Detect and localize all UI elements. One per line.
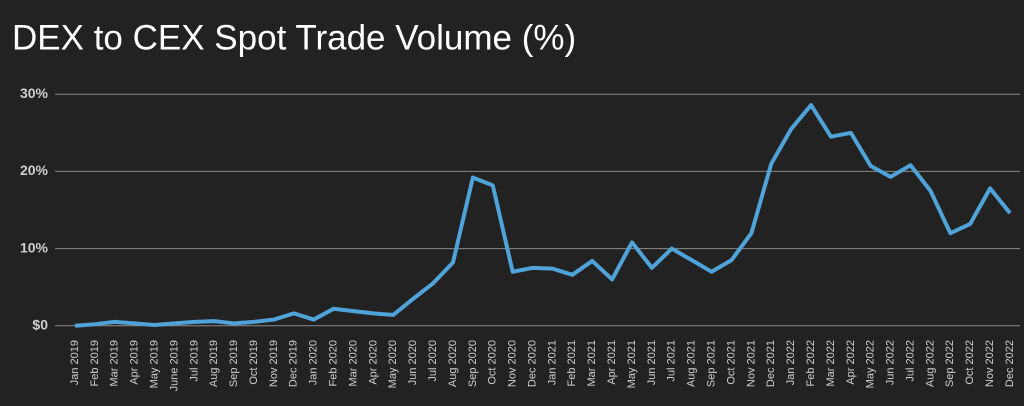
y-tick-label: $0 [32,316,48,332]
x-tick-label: Jan 2022 [785,340,797,385]
x-tick-label: Sep 2020 [467,340,479,387]
x-tick-label: Jun 2022 [885,340,897,385]
x-tick-label: Sep 2019 [228,340,240,387]
x-tick-label: Jul 2020 [427,340,439,382]
x-tick-label: Jan 2021 [546,340,558,385]
x-tick-label: Nov 2021 [745,340,757,387]
x-tick-label: Sep 2021 [706,340,718,387]
x-tick-label: Oct 2019 [248,340,260,385]
x-tick-label: Mar 2020 [347,340,359,386]
x-tick-label: Mar 2022 [825,340,837,386]
x-tick-label: Jun 2021 [646,340,658,385]
x-tick-label: June 2019 [168,340,180,391]
x-tick-label: Feb 2020 [328,340,340,386]
x-tick-label: Nov 2020 [507,340,519,387]
x-tick-label: Apr 2020 [367,340,379,385]
x-tick-label: Jul 2022 [904,340,916,382]
x-tick-label: May 2021 [626,340,638,388]
x-tick-label: Dec 2021 [765,340,777,387]
x-tick-label: Aug 2022 [924,340,936,387]
x-tick-label: Feb 2022 [805,340,817,386]
x-tick-label: Mar 2019 [109,340,121,386]
x-tick-label: Oct 2021 [725,340,737,385]
y-tick-label: 30% [20,85,49,101]
x-tick-label: Jun 2020 [407,340,419,385]
x-tick-label: Apr 2022 [845,340,857,385]
x-tick-label: Dec 2020 [526,340,538,387]
x-tick-label: Feb 2019 [89,340,101,386]
line [74,103,1012,328]
x-tick-label: Nov 2022 [984,340,996,387]
chart-title: DEX to CEX Spot Trade Volume (%) [12,18,576,57]
x-tick-label: Aug 2019 [208,340,220,387]
x-tick-label: Aug 2021 [686,340,698,387]
x-tick-label: Mar 2021 [586,340,598,386]
x-tick-label: Oct 2020 [487,340,499,385]
y-tick-label: 10% [20,239,49,255]
x-tick-label: Jan 2020 [308,340,320,385]
x-tick-label: Feb 2021 [566,340,578,386]
x-tick-label: Jul 2019 [188,340,200,382]
x-tick-label: May 2019 [148,340,160,388]
x-tick-label: Sep 2022 [944,340,956,387]
x-tick-label: Aug 2020 [447,340,459,387]
x-tick-label: Jul 2021 [666,340,678,382]
x-tick-label: Dec 2022 [1004,340,1016,387]
x-tick-label: Oct 2022 [964,340,976,385]
x-tick-label: Nov 2019 [268,340,280,387]
x-tick-label: Apr 2019 [129,340,141,385]
x-tick-label: Apr 2021 [606,340,618,385]
x-tick-label: May 2022 [865,340,877,388]
x-tick-label: May 2020 [387,340,399,388]
y-tick-label: 20% [20,162,49,178]
x-tick-label: Dec 2019 [288,340,300,387]
x-tick-label: Jan 2019 [69,340,81,385]
